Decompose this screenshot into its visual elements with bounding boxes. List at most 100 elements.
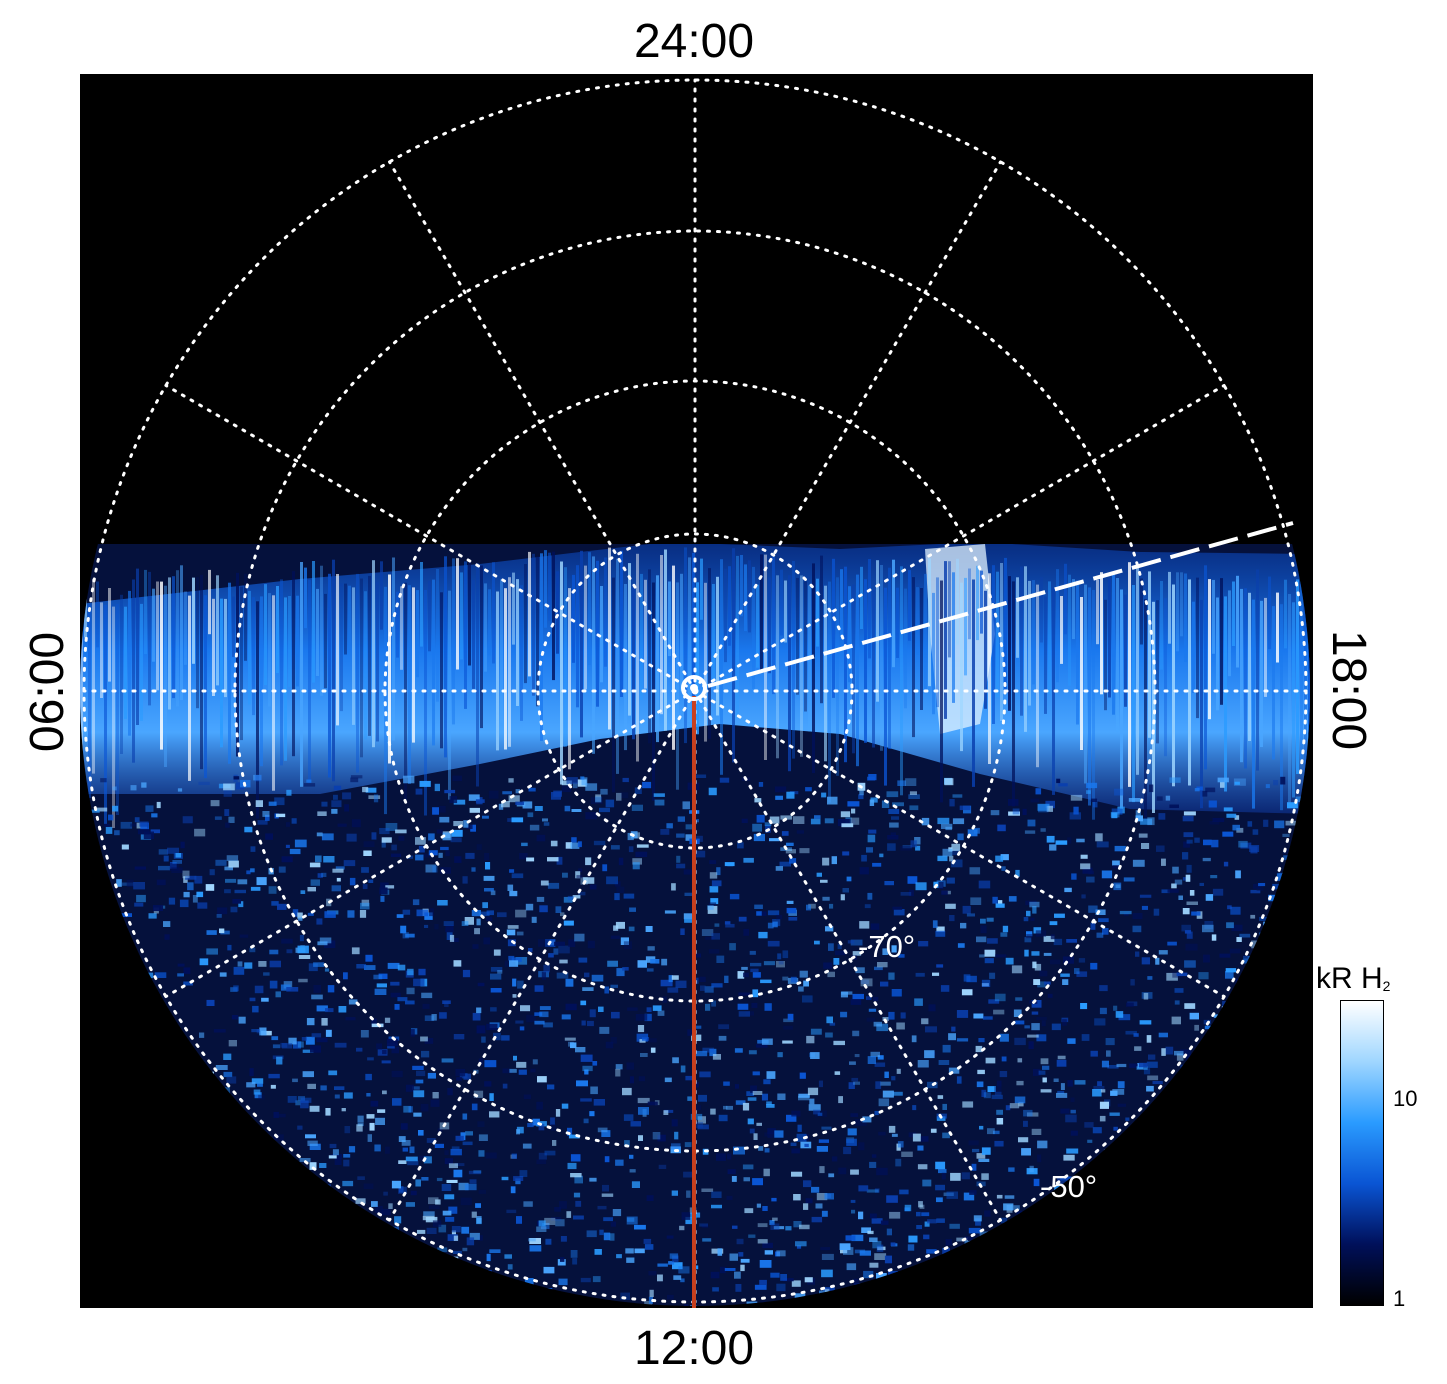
noise-cell xyxy=(319,937,332,944)
aurora-streak xyxy=(384,586,387,815)
noise-cell xyxy=(401,1140,411,1146)
noise-cell xyxy=(615,921,625,929)
aurora-streak xyxy=(1200,599,1203,809)
aurora-streak xyxy=(364,591,367,740)
noise-cell xyxy=(1161,889,1170,894)
aurora-streak xyxy=(200,574,203,770)
aurora-streak xyxy=(500,579,503,724)
noise-cell xyxy=(850,1169,859,1175)
aurora-streak xyxy=(344,583,347,655)
noise-cell xyxy=(785,1226,792,1231)
aurora-streak xyxy=(876,560,879,702)
noise-cell xyxy=(589,884,597,890)
noise-cell xyxy=(1074,968,1080,974)
noise-cell xyxy=(611,845,620,850)
noise-cell xyxy=(1105,1038,1115,1046)
noise-cell xyxy=(644,1244,654,1250)
noise-cell xyxy=(877,1246,886,1251)
noise-cell xyxy=(565,978,574,987)
noise-cell xyxy=(969,1190,977,1195)
aurora-streak xyxy=(1172,584,1175,787)
noise-cell xyxy=(860,978,873,987)
noise-cell xyxy=(475,1203,481,1208)
noise-cell xyxy=(502,791,512,795)
noise-cell xyxy=(902,845,912,849)
noise-cell xyxy=(1143,992,1149,1000)
noise-cell xyxy=(873,1021,882,1027)
aurora-streak xyxy=(1000,563,1003,721)
noise-cell xyxy=(853,1081,860,1085)
noise-cell xyxy=(908,889,914,897)
noise-cell xyxy=(876,1167,888,1176)
noise-cell xyxy=(1141,843,1150,849)
noise-cell xyxy=(851,1234,864,1242)
noise-cell xyxy=(684,892,695,896)
noise-cell xyxy=(746,1091,755,1096)
noise-cell xyxy=(120,821,133,829)
noise-cell xyxy=(1099,1101,1109,1109)
noise-cell xyxy=(949,855,954,862)
noise-cell xyxy=(237,961,243,967)
noise-cell xyxy=(225,822,230,828)
noise-cell xyxy=(882,1090,894,1098)
noise-cell xyxy=(845,1235,856,1241)
aurora-streak xyxy=(424,590,427,816)
noise-cell xyxy=(863,1270,874,1279)
noise-cell xyxy=(859,867,869,875)
noise-cell xyxy=(360,1030,369,1038)
noise-cell xyxy=(610,1037,617,1044)
noise-cell xyxy=(572,782,578,789)
noise-cell xyxy=(1039,970,1048,977)
noise-cell xyxy=(419,780,431,787)
noise-cell xyxy=(130,785,137,791)
aurora-streak xyxy=(656,575,659,743)
noise-cell xyxy=(532,1059,538,1065)
noise-cell xyxy=(1046,835,1055,843)
noise-cell xyxy=(460,1197,472,1206)
noise-cell xyxy=(421,992,433,999)
noise-cell xyxy=(952,794,963,798)
noise-cell xyxy=(876,1244,884,1252)
noise-cell xyxy=(1223,807,1233,812)
aurora-streak xyxy=(928,558,931,687)
noise-cell xyxy=(764,1132,769,1137)
noise-cell xyxy=(710,1108,716,1115)
noise-cell xyxy=(311,994,323,1000)
noise-cell xyxy=(276,1056,283,1065)
noise-cell xyxy=(442,832,452,841)
noise-cell xyxy=(508,955,515,961)
noise-cell xyxy=(1041,1020,1046,1027)
noise-cell xyxy=(246,870,251,875)
noise-cell xyxy=(1014,1096,1026,1104)
noise-cell xyxy=(764,1148,770,1153)
noise-cell xyxy=(891,1076,896,1081)
noise-cell xyxy=(860,979,869,985)
noise-cell xyxy=(649,1289,654,1297)
noise-cell xyxy=(657,1274,663,1282)
aurora-streak xyxy=(628,563,631,716)
noise-cell xyxy=(170,862,177,869)
aurora-streak xyxy=(332,559,335,782)
noise-cell xyxy=(743,928,749,936)
aurora-streak xyxy=(984,590,987,709)
noise-cell xyxy=(1186,931,1193,939)
noise-cell xyxy=(701,1188,714,1192)
aurora-streak xyxy=(728,566,731,646)
noise-cell xyxy=(276,813,286,818)
noise-cell xyxy=(187,882,194,891)
noise-cell xyxy=(453,1169,463,1178)
noise-cell xyxy=(521,842,528,847)
noise-cell xyxy=(1132,913,1143,920)
noise-cell xyxy=(786,842,794,846)
aurora-streak xyxy=(1288,594,1291,809)
latitude-label-50: -50° xyxy=(1040,1169,1097,1204)
noise-cell xyxy=(321,1018,328,1026)
noise-cell xyxy=(1126,1002,1134,1007)
noise-cell xyxy=(522,1143,532,1149)
noise-cell xyxy=(357,1176,365,1180)
noise-cell xyxy=(1029,901,1040,908)
noise-cell xyxy=(220,930,230,935)
aurora-streak xyxy=(736,555,739,717)
noise-cell xyxy=(949,1223,960,1229)
noise-cell xyxy=(1117,1103,1126,1107)
